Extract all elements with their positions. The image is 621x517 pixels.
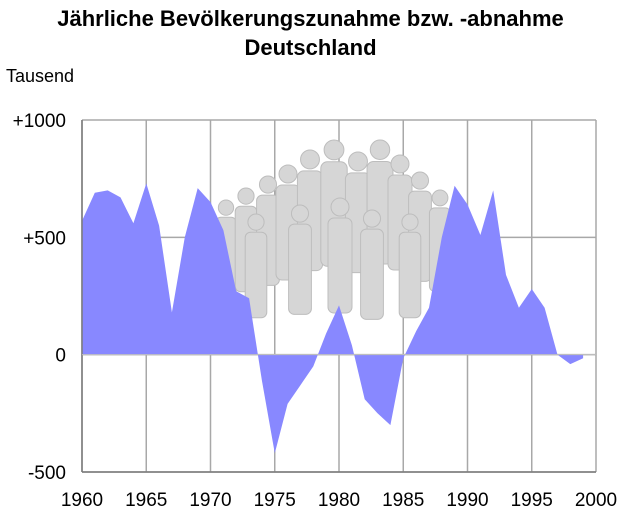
x-tick-label: 2000 xyxy=(575,490,617,511)
x-tick-label: 1965 xyxy=(125,490,167,511)
y-tick-label: +500 xyxy=(23,228,66,249)
x-tick-label: 1980 xyxy=(318,490,360,511)
population-change-area xyxy=(82,183,584,454)
y-axis-unit-label: Tausend xyxy=(6,66,75,86)
person-head xyxy=(330,197,350,217)
person-head xyxy=(300,149,320,170)
person-body xyxy=(327,217,353,314)
person-head xyxy=(369,139,391,160)
x-tick-label: 1975 xyxy=(254,490,296,511)
y-tick-label: -500 xyxy=(28,463,66,484)
person-head xyxy=(390,154,410,174)
x-tick-label: 1960 xyxy=(61,490,103,511)
x-tick-label: 1990 xyxy=(446,490,488,511)
y-tick-label: 0 xyxy=(55,346,66,367)
person-head xyxy=(290,204,310,223)
person-body xyxy=(244,231,268,319)
person-head xyxy=(348,151,368,172)
x-tick-label: 1970 xyxy=(189,490,231,511)
y-tick-labels: +1000 +500 0 -500 xyxy=(13,111,66,484)
person-head xyxy=(323,139,345,161)
person-head xyxy=(237,187,255,205)
person-body xyxy=(288,223,312,315)
chart-title-line-2: Deutschland xyxy=(244,35,377,60)
person-head xyxy=(278,164,298,184)
person-body xyxy=(398,231,422,319)
x-tick-label: 1995 xyxy=(511,490,553,511)
x-tick-labels: 1960 1965 1970 1975 1980 1985 1990 1995 2000 xyxy=(61,490,617,511)
person-head xyxy=(410,171,430,190)
chart-title-line-1: Jährliche Bevölkerungszunahme bzw. -abna… xyxy=(57,6,564,31)
x-tick-label: 1985 xyxy=(382,490,424,511)
chart-title: Jährliche Bevölkerungszunahme bzw. -abna… xyxy=(0,4,621,62)
person-head xyxy=(362,209,382,228)
person-body xyxy=(360,228,384,320)
person-head xyxy=(217,199,235,216)
people-crowd-icon xyxy=(215,139,452,320)
person-head xyxy=(401,213,419,231)
area-layer xyxy=(82,183,584,454)
person-head xyxy=(431,189,449,207)
y-tick-label: +1000 xyxy=(13,111,66,132)
person-head xyxy=(247,213,265,231)
person-head xyxy=(258,175,278,194)
axis-layer xyxy=(81,120,596,473)
